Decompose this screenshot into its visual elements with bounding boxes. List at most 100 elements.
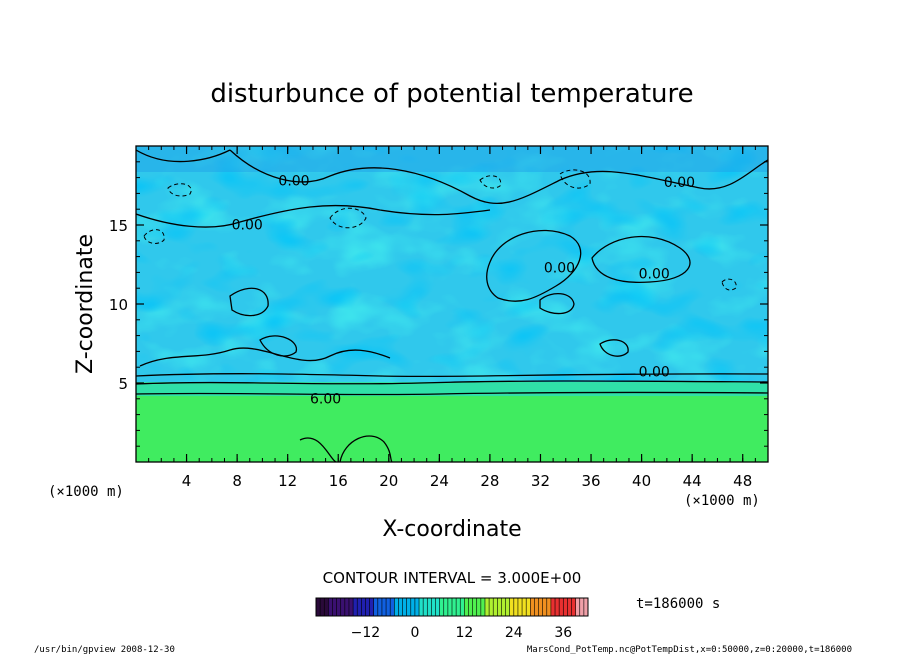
colorbar-cell [476, 598, 482, 616]
colorbar-cell [423, 598, 428, 616]
colorbar-cell [394, 598, 399, 616]
colorbar-tick-label: 12 [455, 625, 473, 641]
colorbar-cell [489, 598, 494, 616]
colorbar-cell [414, 598, 420, 616]
colorbar-cell [447, 598, 453, 616]
colorbar-tick-label: 24 [505, 625, 523, 641]
colorbar-cell [501, 598, 507, 616]
negative-contours [143, 169, 737, 291]
x-tick-label: 4 [182, 472, 192, 490]
footer-left: /usr/bin/gpview 2008-12-30 [34, 645, 175, 654]
field-texture-blue [136, 146, 768, 386]
colorbar [315, 597, 589, 617]
colorbar-cell [328, 598, 333, 616]
colorbar-tick-label: −12 [351, 625, 381, 641]
colorbar-tick-label: 36 [554, 625, 572, 641]
colorbar-cell [517, 598, 523, 616]
y-axis-label: Z-coordinate [73, 234, 98, 374]
colorbar-cell [357, 598, 362, 616]
colorbar-cell [472, 598, 478, 616]
colorbar-cell [579, 598, 585, 616]
colorbar-cell [522, 598, 527, 616]
x-tick-label: 16 [329, 472, 348, 490]
colorbar-cell [513, 598, 519, 616]
colorbar-cell [431, 598, 437, 616]
colorbar-cell [563, 598, 568, 616]
colorbar-cell [480, 598, 486, 616]
colorbar-cell [493, 598, 498, 616]
lower-layer [136, 393, 768, 462]
colorbar-cell [550, 598, 556, 616]
colorbar-cell [452, 598, 457, 616]
x-tick-label: 28 [480, 472, 499, 490]
x-tick-label: 48 [733, 472, 752, 490]
colorbar-cell [575, 598, 581, 616]
y-tick-label: 5 [118, 375, 128, 393]
colorbar-cell [542, 598, 548, 616]
x-tick-label: 36 [581, 472, 600, 490]
colorbar-cell [505, 598, 511, 616]
colorbar-cell [484, 598, 490, 616]
colorbar-cell [435, 598, 441, 616]
contour-interval-label: CONTOUR INTERVAL = 3.000E+00 [323, 569, 582, 587]
footer-right: MarsCond_PotTemp.nc@PotTempDist,x=0:5000… [527, 645, 852, 654]
x-tick-label: 44 [683, 472, 702, 490]
colorbar-cell [571, 598, 577, 616]
contour-label: 0.00 [232, 218, 263, 234]
colorbar-cell [526, 598, 531, 616]
colorbar-cell [460, 598, 465, 616]
y-tick-label: 10 [109, 296, 128, 314]
colorbar-cell [336, 598, 342, 616]
colorbar-cell [398, 598, 404, 616]
colorbar-cell [583, 598, 589, 616]
colorbar-ticks: −12 0 12 24 36 [351, 625, 573, 641]
contour-label: 6.00 [310, 392, 341, 408]
colorbar-cell [365, 598, 371, 616]
x-tick-label: 8 [232, 472, 242, 490]
x-tick-label: 20 [379, 472, 398, 490]
colorbar-cell [439, 598, 445, 616]
colorbar-cell [546, 598, 552, 616]
time-label: t=186000 s [636, 596, 720, 612]
colorbar-cell [316, 598, 321, 616]
colorbar-cell [348, 598, 354, 616]
x-unit-right: (×1000 m) [684, 493, 760, 509]
contour-label: 0.00 [278, 174, 309, 190]
colorbar-cell [361, 598, 366, 616]
contour-label: 0.00 [639, 365, 670, 381]
y-axis-ticks: 5 10 15 [109, 161, 768, 447]
colorbar-cell [509, 598, 515, 616]
colorbar-cell [373, 598, 379, 616]
colorbar-cell [534, 598, 540, 616]
colorbar-cell [344, 598, 350, 616]
colorbar-cell [456, 598, 461, 616]
y-tick-label: 15 [109, 217, 128, 235]
colorbar-cell [497, 598, 502, 616]
plot-area: 0.00 0.00 0.00 0.00 0.00 0.00 6.00 [136, 146, 768, 462]
colorbar-cell [406, 598, 412, 616]
chart-title: disturbunce of potential temperature [210, 79, 693, 109]
colorbar-tick-label: 0 [410, 625, 419, 641]
colorbar-cell [464, 598, 469, 616]
colorbar-cell [402, 598, 408, 616]
contour-lines [136, 149, 768, 462]
colorbar-cell [386, 598, 391, 616]
colorbar-cell [369, 598, 375, 616]
colorbar-cell [555, 598, 560, 616]
colorbar-cell [468, 598, 474, 616]
contour-label: 0.00 [664, 175, 695, 191]
colorbar-cell [530, 598, 535, 616]
colorbar-cell [324, 598, 329, 616]
colorbar-frame [315, 597, 589, 617]
colorbar-cell [340, 598, 346, 616]
contour-label: 0.00 [544, 260, 575, 276]
x-tick-label: 32 [531, 472, 550, 490]
colorbar-cell [332, 598, 338, 616]
colorbar-cell [427, 598, 432, 616]
x-tick-label: 40 [632, 472, 651, 490]
colorbar-cell [559, 598, 564, 616]
contour-labels: 0.00 0.00 0.00 0.00 0.00 0.00 6.00 [232, 174, 695, 408]
x-axis-label: X-coordinate [382, 517, 521, 542]
colorbar-cell [410, 598, 416, 616]
